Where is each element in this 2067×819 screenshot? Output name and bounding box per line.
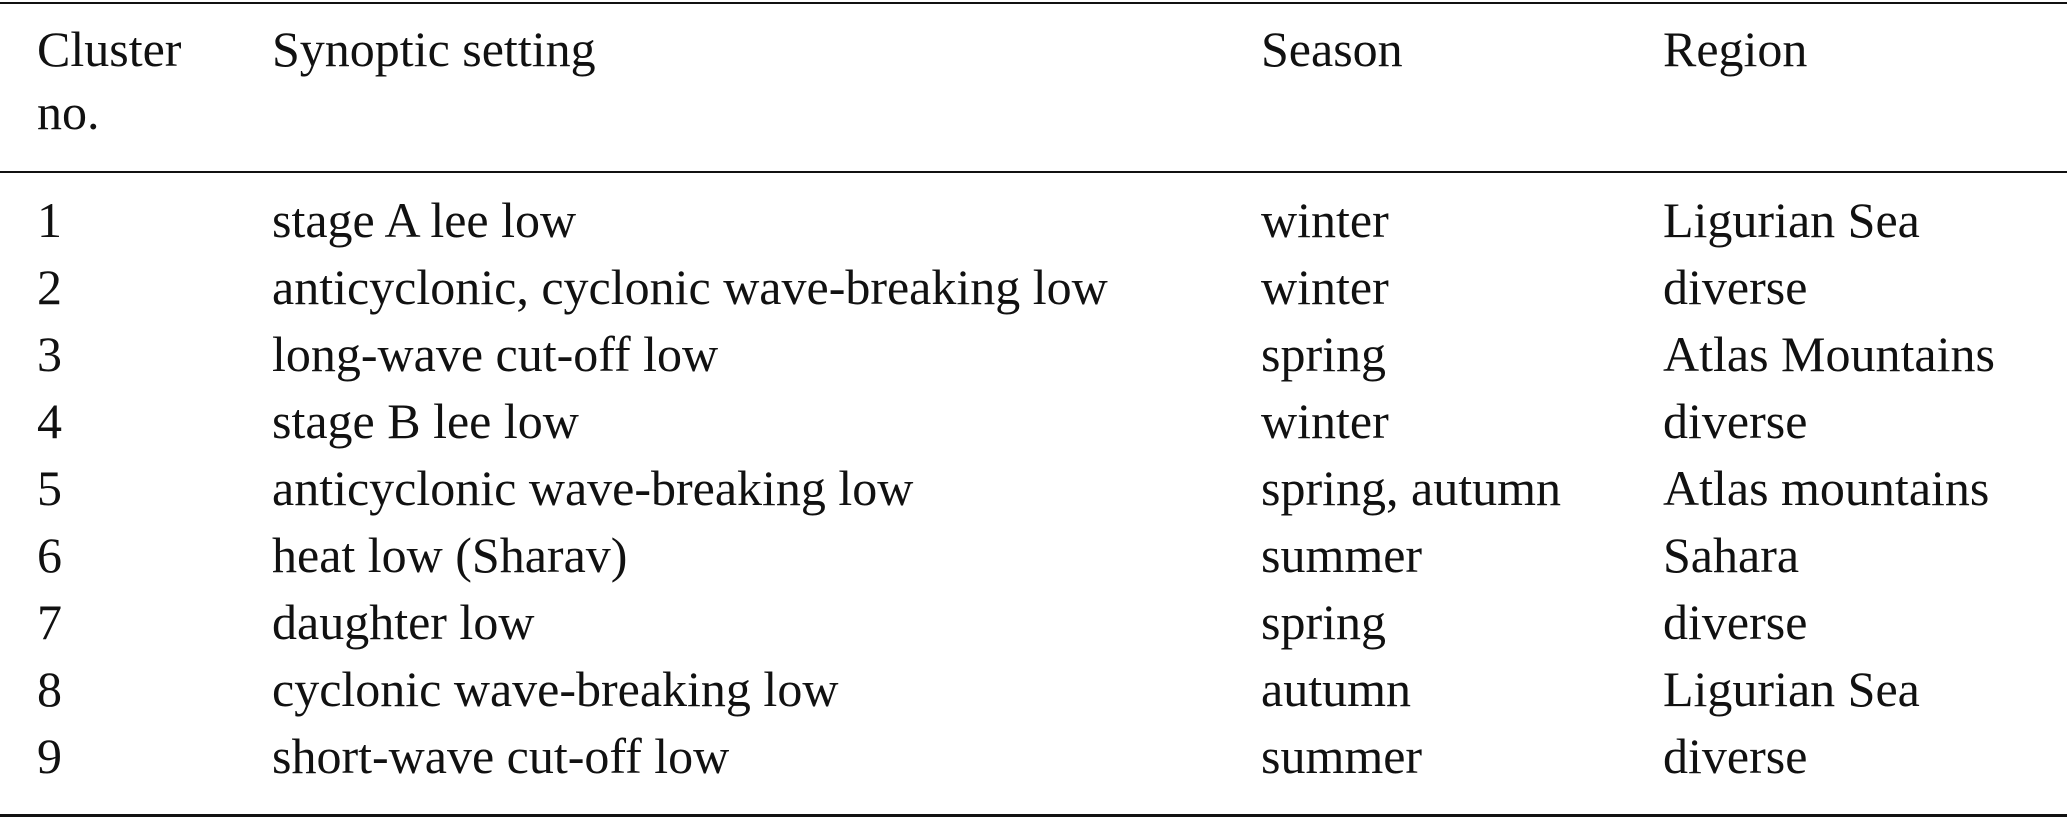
- table-cell: Sahara: [1663, 527, 1800, 583]
- table-cell: summer: [1261, 728, 1423, 784]
- top-rule: [0, 2, 2067, 4]
- table-cell: stage B lee low: [272, 393, 579, 449]
- table-cell: anticyclonic, cyclonic wave-breaking low: [272, 259, 1108, 315]
- table-cell: summer: [1261, 527, 1423, 583]
- header-cell: Synoptic setting: [272, 21, 596, 77]
- header-cell: Cluster no.: [37, 21, 182, 140]
- table-cell: Ligurian Sea: [1663, 661, 1920, 717]
- table-cell: 4: [37, 393, 62, 449]
- bottom-rule: [0, 814, 2067, 817]
- table-cell: 5: [37, 460, 62, 516]
- table-cell: diverse: [1663, 393, 1808, 449]
- table-cell: 7: [37, 594, 62, 650]
- table-cell: short-wave cut-off low: [272, 728, 730, 784]
- table-cell: Ligurian Sea: [1663, 192, 1920, 248]
- table-cell: stage A lee low: [272, 192, 577, 248]
- table-cell: 1: [37, 192, 62, 248]
- table-cell: long-wave cut-off low: [272, 326, 719, 382]
- table-cell: winter: [1261, 393, 1389, 449]
- table-cell: cyclonic wave-breaking low: [272, 661, 839, 717]
- table-cell: winter: [1261, 192, 1389, 248]
- table-cell: winter: [1261, 259, 1389, 315]
- table-cell: spring, autumn: [1261, 460, 1561, 516]
- table-cell: 2: [37, 259, 62, 315]
- table-cell: diverse: [1663, 259, 1808, 315]
- table-cell: 6: [37, 527, 62, 583]
- table-cell: autumn: [1261, 661, 1411, 717]
- table-cell: Atlas mountains: [1663, 460, 1990, 516]
- header-rule: [0, 171, 2067, 173]
- header-cell: Season: [1261, 21, 1403, 77]
- table-cell: diverse: [1663, 728, 1808, 784]
- table-cell: daughter low: [272, 594, 535, 650]
- header-cell: Region: [1663, 21, 1808, 77]
- table-cell: spring: [1261, 594, 1386, 650]
- table-cell: 9: [37, 728, 62, 784]
- table-cell: heat low (Sharav): [272, 527, 628, 583]
- table-cell: spring: [1261, 326, 1386, 382]
- table-cell: Atlas Mountains: [1663, 326, 1995, 382]
- table-cell: diverse: [1663, 594, 1808, 650]
- table-cell: 3: [37, 326, 62, 382]
- table-cell: anticyclonic wave-breaking low: [272, 460, 914, 516]
- table-cell: 8: [37, 661, 62, 717]
